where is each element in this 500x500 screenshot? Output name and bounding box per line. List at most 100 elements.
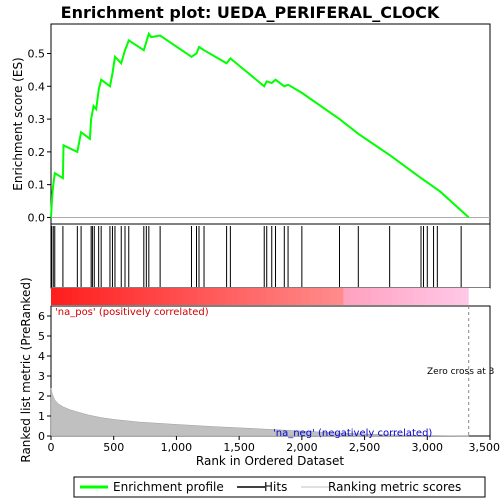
es-panel-frame [50,23,491,225]
x-tick-label: 1,000 [161,441,193,454]
metric-y-tick-label: 0 [38,430,45,443]
color-bar-segment [155,288,163,305]
legend: Enrichment profile Hits Ranking metric sco… [80,480,461,494]
color-bar-segment [113,288,122,305]
color-bar-segment [329,288,338,305]
metric-y-tick-label: 6 [38,310,45,323]
color-bar-segment [343,288,351,305]
color-bar-segment [197,288,205,305]
neg-label: 'na_neg' (negatively correlated) [273,428,432,439]
color-bar-segment [468,288,490,305]
es-y-tick-label: 0.2 [28,146,46,159]
color-bar-segment [350,288,358,305]
color-bar-segment [287,288,296,305]
color-bar-segment [141,288,150,305]
color-bar-segment [259,288,268,305]
color-bar-segment [169,288,177,305]
es-y-tick-label: 0.4 [28,80,46,93]
color-bar-segment [273,288,282,305]
color-bar-segment [454,288,463,305]
hits-panel-frame [50,223,491,289]
metric-y-tick-label: 4 [38,350,45,363]
color-bar-segment [218,288,226,305]
color-bar-segment [385,288,393,305]
metric-panel-frame [50,305,491,437]
x-tick-label: 1,500 [223,441,255,454]
es-y-tick-label: 0.3 [28,113,46,126]
color-bar-segment [127,288,136,305]
color-bar-segment [183,288,191,305]
color-bar-segment [78,288,87,305]
ranking-metric-area [50,387,469,437]
x-axis-label: Rank in Ordered Dataset [196,454,344,468]
color-bar-segment [440,288,449,305]
color-bar-segment [211,288,219,305]
color-bar-segment [433,288,442,305]
legend-box [73,476,486,498]
color-bar-segment [301,288,310,305]
metric-y-tick-label: 3 [38,370,45,383]
metric-y-tick-label: 2 [38,390,45,403]
legend-label: Enrichment profile [113,480,224,494]
color-bar-segment [99,288,108,305]
metric-y-ticks: 0 1 2 3 4 5 6 [38,310,51,443]
color-bar-segment [238,288,247,305]
es-y-tick-label: 0.1 [28,179,46,192]
color-bar-segment [64,288,73,305]
color-bar-segment [231,288,240,305]
metric-y-tick-label: 5 [38,330,45,343]
color-bar-segment [280,288,289,305]
color-bar-segment [426,288,435,305]
color-bar-segment [176,288,184,305]
x-tick-label: 2,000 [286,441,318,454]
color-bar-segment [378,288,386,305]
color-bar-segment [92,288,101,305]
color-bar-segment [392,288,400,305]
color-bar-segment [85,288,94,305]
color-bar-segment [252,288,261,305]
color-bar-segment [71,288,80,305]
color-bar-segment [399,288,407,305]
color-bar-segment [322,288,331,305]
color-bar-segment [204,288,212,305]
color-bar-segment [190,288,198,305]
color-bar-segment [225,288,233,305]
legend-label: Hits [264,480,287,494]
color-bar-segment [412,288,421,305]
es-y-tick-label: 0.5 [28,48,46,61]
color-bar-segment [357,288,365,305]
hits-marks [51,226,462,287]
color-bar-segment [162,288,170,305]
chart-title: Enrichment plot: UEDA_PERIFERAL_CLOCK [61,3,440,22]
color-bar-segment [134,288,143,305]
color-bar-segment [315,288,324,305]
x-tick-label: 3,500 [469,441,500,454]
color-bar-segment [406,288,414,305]
x-tick-label: 3,000 [412,441,444,454]
rank-color-bar [51,288,490,305]
x-tick-label: 2,500 [349,441,381,454]
color-bar-segment [245,288,254,305]
color-bar-segment [51,288,59,305]
color-bar-segment [148,288,157,305]
pos-label: 'na_pos' (positively correlated) [55,307,209,318]
x-tick-label: 500 [103,441,124,454]
color-bar-segment [364,288,372,305]
metric-y-axis-label: Ranked list metric (PreRanked) [19,277,33,462]
color-bar-segment [120,288,129,305]
x-axis-ticks: 0 500 1,000 1,500 2,000 2,500 3,000 3,500 [48,436,500,454]
color-bar-segment [371,288,379,305]
metric-y-tick-label: 1 [38,410,45,423]
color-bar-segment [294,288,303,305]
color-bar-segment [336,288,344,305]
es-y-tick-label: 0.0 [28,211,46,224]
color-bar-segment [308,288,317,305]
x-tick-label: 0 [48,441,55,454]
legend-label: Ranking metric scores [328,480,461,494]
color-bar-segment [266,288,275,305]
enrichment-profile-line [50,31,470,219]
color-bar-segment [106,288,115,305]
color-bar-segment [57,288,66,305]
zero-cross-label: Zero cross at 3 [427,367,494,377]
